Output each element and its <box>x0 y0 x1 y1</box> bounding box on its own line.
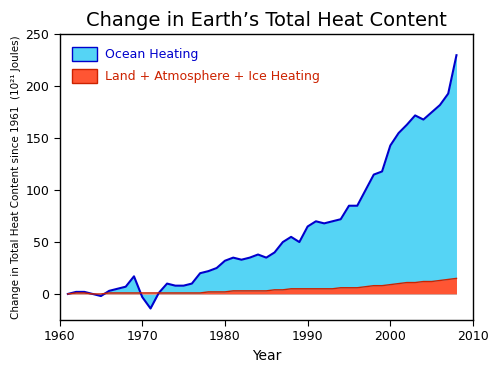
Y-axis label: Change in Total Heat Content since 1961  (10²¹ Joules): Change in Total Heat Content since 1961 … <box>11 36 21 319</box>
Title: Change in Earth’s Total Heat Content: Change in Earth’s Total Heat Content <box>86 11 447 30</box>
X-axis label: Year: Year <box>252 349 281 363</box>
Legend: Ocean Heating, Land + Atmosphere + Ice Heating: Ocean Heating, Land + Atmosphere + Ice H… <box>66 41 326 89</box>
